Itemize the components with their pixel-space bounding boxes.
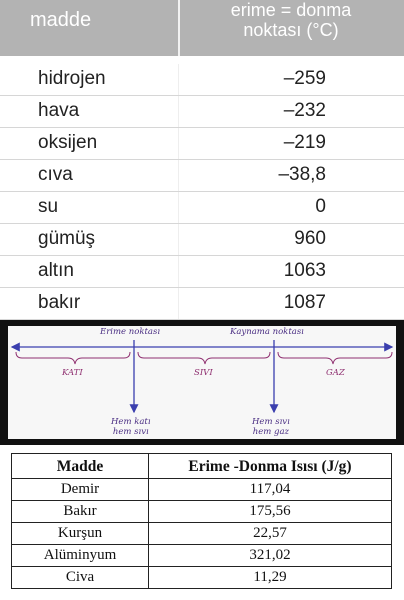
- latent-heat-value: 321,02: [148, 544, 392, 567]
- column-divider: [178, 224, 179, 256]
- column-divider: [178, 96, 179, 128]
- latent-heat-table: Madde Erime -Donma Isısı (J/g) Demir 117,…: [11, 453, 392, 589]
- substance-name: oksijen: [38, 132, 98, 153]
- substance-name: cıva: [38, 164, 73, 185]
- table-row: gümüş 960: [0, 224, 404, 256]
- latent-heat-value: 11,29: [148, 566, 392, 589]
- column-divider: [178, 160, 179, 192]
- column-divider: [178, 288, 179, 320]
- table-row: Demir 117,04: [11, 478, 392, 501]
- phase-liquid: SIVI: [194, 368, 213, 378]
- melting-point-value: –219: [283, 132, 326, 153]
- row-divider: [0, 95, 404, 96]
- substance-name: Alüminyum: [11, 544, 149, 567]
- latent-heat-value: 117,04: [148, 478, 392, 501]
- solid-liquid-label: Hem katı hem sıvı: [111, 417, 151, 437]
- header-substance: Madde: [11, 453, 149, 479]
- melting-point-value: 1063: [283, 260, 326, 281]
- table-body: Demir 117,04 Bakır 175,56 Kurşun 22,57 Alüminy…: [11, 478, 392, 589]
- phase-solid: KATI: [62, 368, 83, 378]
- melting-point-value: 0: [315, 196, 326, 217]
- header-melting-point: erime = donma noktası (°C): [230, 0, 352, 40]
- substance-name: bakır: [38, 292, 81, 313]
- solid-brace: [15, 351, 131, 365]
- table-row: cıva –38,8: [0, 160, 404, 192]
- phase-diagram: Erime noktası Kaynama noktası KATI SIVI …: [0, 320, 404, 445]
- substance-name: Kurşun: [11, 522, 149, 545]
- substance-name: Bakır: [11, 500, 149, 523]
- header-latent-heat: Erime -Donma Isısı (J/g): [148, 453, 392, 479]
- table-header: madde erime = donma noktası (°C): [0, 0, 404, 56]
- table-row: oksijen –219: [0, 128, 404, 160]
- table-row: Civa 11,29: [11, 566, 392, 589]
- row-divider: [0, 287, 404, 288]
- phase-gas: GAZ: [326, 368, 345, 378]
- substance-name: hidrojen: [38, 68, 106, 89]
- row-divider: [0, 319, 404, 320]
- table-header-row: Madde Erime -Donma Isısı (J/g): [11, 453, 392, 479]
- latent-heat-value: 22,57: [148, 522, 392, 545]
- row-divider: [0, 127, 404, 128]
- table-row: Bakır 175,56: [11, 500, 392, 523]
- substance-name: hava: [38, 100, 80, 121]
- melting-point-value: –232: [283, 100, 326, 121]
- melting-point-value: –38,8: [278, 164, 326, 185]
- table-row: hidrojen –259: [0, 64, 404, 96]
- melting-point-value: 960: [294, 228, 326, 249]
- gas-brace: [277, 351, 393, 365]
- table-row: su 0: [0, 192, 404, 224]
- column-divider: [178, 192, 179, 224]
- table-body: hidrojen –259 hava –232 oksijen –219 cıva –38,8…: [0, 64, 404, 320]
- diagram-panel: Erime noktası Kaynama noktası KATI SIVI …: [8, 326, 396, 439]
- table-row: altın 1063: [0, 256, 404, 288]
- latent-heat-value: 175,56: [148, 500, 392, 523]
- liquid-brace: [137, 351, 271, 365]
- liquid-gas-label: Hem sıvı hem gaz: [252, 417, 290, 437]
- row-divider: [0, 223, 404, 224]
- substance-name: Demir: [11, 478, 149, 501]
- header-substance: madde: [30, 9, 92, 31]
- table-row: hava –232: [0, 96, 404, 128]
- melting-point-value: –259: [283, 68, 326, 89]
- phase-diagram-svg: [10, 340, 394, 414]
- melting-point-value: 1087: [283, 292, 326, 313]
- column-divider: [178, 64, 179, 96]
- table-row: Kurşun 22,57: [11, 522, 392, 545]
- column-divider: [178, 128, 179, 160]
- table-row: bakır 1087: [0, 288, 404, 320]
- substance-name: altın: [38, 260, 74, 281]
- substance-name: Civa: [11, 566, 149, 589]
- column-divider: [178, 256, 179, 288]
- substance-name: su: [38, 196, 59, 217]
- boiling-point-label: Kaynama noktası: [230, 327, 304, 337]
- row-divider: [0, 191, 404, 192]
- substance-name: gümüş: [38, 228, 96, 249]
- melting-point-label: Erime noktası: [100, 327, 161, 337]
- row-divider: [0, 159, 404, 160]
- row-divider: [0, 255, 404, 256]
- melting-point-table: madde erime = donma noktası (°C) hidroje…: [0, 0, 404, 320]
- table-row: Alüminyum 321,02: [11, 544, 392, 567]
- header-divider: [178, 0, 180, 56]
